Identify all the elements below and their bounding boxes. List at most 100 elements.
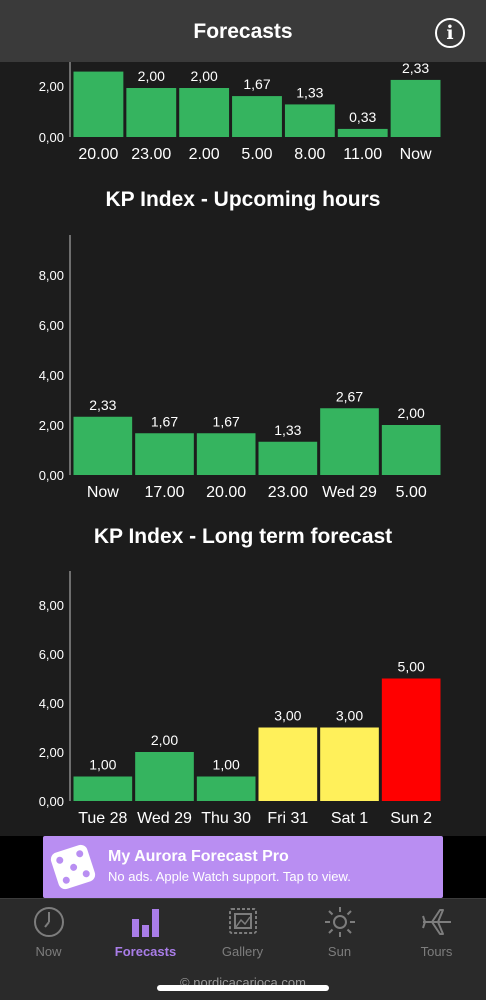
bar [179,88,230,137]
bar [73,776,133,801]
x-tick-label: 8.00 [294,146,325,163]
x-tick-label: Thu 30 [201,810,251,827]
x-tick-label: 20.00 [78,146,118,163]
y-tick-label: 8,00 [39,268,64,283]
y-tick-label: 2,00 [39,418,64,433]
bar [135,752,194,801]
chart-previous-hours: 0,00 2,00 20.00 2,00 23.00 2,00 2.00 1,67 5.00 1,… [0,62,486,172]
data-label: 2,33 [89,397,116,413]
bar [320,727,379,801]
x-tick-label: 2.00 [189,146,220,163]
data-label: 2,67 [336,388,363,404]
x-tick-label: 20.00 [206,484,246,501]
airplane-icon [421,909,451,935]
data-label: 1,00 [213,757,240,773]
dice-icon [49,843,97,891]
chart-previous-svg: 0,00 2,00 20.00 2,00 23.00 2,00 2.00 1,67 5.00 1,… [39,62,441,163]
info-button[interactable]: i [435,18,465,48]
data-label: 2,00 [191,68,218,84]
chart-longterm-svg: 0,00 2,00 4,00 6,00 8,00 1,00 Tue 28 2,00 Wed 29… [39,571,441,827]
bar [381,425,441,475]
gallery-icon [228,908,257,934]
chart-long-term: 0,00 2,00 4,00 6,00 8,00 1,00 Tue 28 2,00 Wed 29… [0,566,486,836]
chart-upcoming-svg: 0,00 2,00 4,00 6,00 8,00 2,33 Now 1,67 17.00 1,67… [39,235,441,501]
y-tick-label: 8,00 [39,598,64,613]
x-tick-label: Sat 1 [331,810,368,827]
x-tick-label: 5.00 [396,484,427,501]
data-label: 2,00 [151,732,178,748]
tab-label: Now [35,944,62,959]
y-tick-label: 4,00 [39,368,64,383]
x-tick-label: 17.00 [144,484,184,501]
x-tick-label: 23.00 [131,146,171,163]
data-label: 1,33 [296,84,323,100]
bar-chart-icon [131,909,159,937]
bar [135,433,194,475]
x-tick-label: Fri 31 [267,810,308,827]
data-label: 1,00 [89,757,116,773]
promo-banner-area: My Aurora Forecast Pro No ads. Apple Wat… [0,836,486,898]
home-indicator[interactable] [157,985,329,991]
data-label: 5,00 [398,659,425,675]
data-label: 1,33 [274,422,301,438]
info-icon: i [446,22,454,44]
x-tick-label: 5.00 [241,146,272,163]
x-tick-label: Wed 29 [137,810,192,827]
data-label: 0,33 [349,109,376,125]
bar [73,71,124,137]
chart-upcoming-hours: 0,00 2,00 4,00 6,00 8,00 2,33 Now 1,67 17.00 1,67… [0,230,486,510]
data-label: 3,00 [274,708,301,724]
promo-banner[interactable]: My Aurora Forecast Pro No ads. Apple Wat… [43,836,443,898]
bar [381,678,441,801]
data-label: 2,33 [402,62,429,76]
bar [196,776,256,801]
tab-label: Tours [420,944,453,959]
x-tick-label: 11.00 [343,146,382,163]
x-tick-label: Wed 29 [322,484,377,501]
y-tick-label: 6,00 [39,318,64,333]
bar [126,88,177,137]
data-label: 1,67 [243,76,270,92]
tab-tours[interactable]: Tours [388,905,485,965]
tab-now[interactable]: Now [0,905,97,965]
bar [196,433,256,475]
y-tick-label: 0,00 [39,468,64,483]
data-label: 1,67 [213,413,240,429]
data-label: 2,00 [398,405,425,421]
sun-icon [324,907,355,937]
tab-label: Gallery [221,944,264,959]
chart-title-longterm: KP Index - Long term forecast [93,525,393,548]
tab-gallery[interactable]: Gallery [194,905,291,965]
y-tick-label: 4,00 [39,696,64,711]
x-tick-label: Tue 28 [78,810,127,827]
y-tick-label: 0,00 [39,130,64,145]
tab-sun[interactable]: Sun [291,905,388,965]
bar [284,104,335,137]
data-label: 1,67 [151,413,178,429]
y-tick-label: 2,00 [39,745,64,760]
data-label: 3,00 [336,708,363,724]
x-tick-label: 23.00 [268,484,308,501]
chart-title-upcoming: KP Index - Upcoming hours [105,188,381,211]
nav-bar: Forecasts i [0,0,486,62]
bar [320,408,379,475]
tab-label: Forecasts [114,944,177,959]
tab-bar: Now Forecasts Gallery Sun [0,898,486,1000]
bar [232,96,282,137]
bar [258,441,318,475]
y-tick-label: 2,00 [39,79,64,94]
tab-label: Sun [327,944,352,959]
promo-subtitle: No ads. Apple Watch support. Tap to view… [108,869,351,884]
page-title: Forecasts [193,20,293,43]
bar [390,79,441,137]
x-tick-label: Now [400,146,432,163]
data-label: 2,00 [138,68,165,84]
x-tick-label: Sun 2 [390,810,432,827]
x-tick-label: Now [87,484,119,501]
y-tick-label: 0,00 [39,794,64,809]
bar [337,128,388,137]
promo-title: My Aurora Forecast Pro [108,848,289,865]
tab-forecasts[interactable]: Forecasts [97,905,194,965]
bar [73,416,133,475]
y-tick-label: 6,00 [39,647,64,662]
